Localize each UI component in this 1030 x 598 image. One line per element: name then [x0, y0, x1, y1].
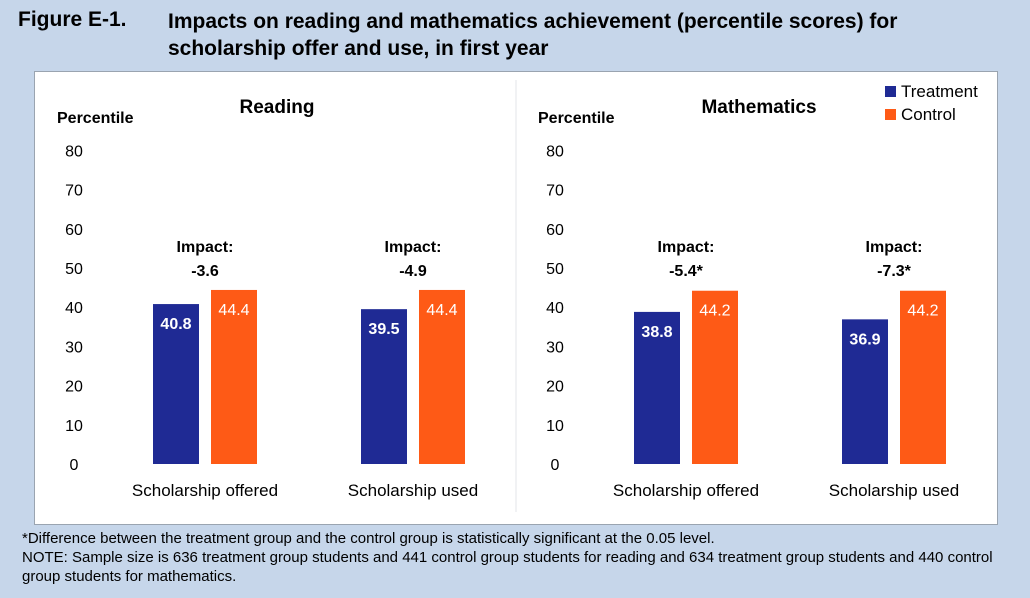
mathematics-y-tick-label: 30 — [546, 339, 564, 356]
mathematics-data-label-treatment: 38.8 — [641, 324, 672, 341]
reading-data-label-treatment: 39.5 — [368, 321, 399, 338]
mathematics-y-tick-label: 0 — [551, 457, 560, 474]
chart-canvas: Reading Percentile 0 10 20 30 40 50 60 70 80 40.8 44… — [57, 80, 959, 512]
mathematics-y-axis-label: Percentile — [538, 110, 615, 127]
mathematics-y-tick-label: 40 — [546, 300, 564, 317]
figure-notes: *Difference between the treatment group … — [22, 529, 1012, 586]
reading-y-tick-label: 50 — [65, 261, 83, 278]
mathematics-impact-label: Impact: — [866, 239, 923, 256]
figure-title: Impacts on reading and mathematics achie… — [168, 10, 898, 60]
reading-y-tick-label: 30 — [65, 339, 83, 356]
reading-impact-label: Impact: — [385, 239, 442, 256]
reading-bar-control — [419, 289, 465, 464]
mathematics-y-tick-label: 50 — [546, 261, 564, 278]
reading-y-tick-label: 60 — [65, 222, 83, 239]
reading-y-tick-label: 40 — [65, 300, 83, 317]
reading-data-label-control: 44.4 — [218, 302, 249, 319]
reading-y-tick-label: 80 — [65, 143, 83, 160]
mathematics-y-tick-label: 10 — [546, 418, 564, 435]
legend-item-control: Control — [885, 103, 978, 126]
mathematics-data-label-control: 44.2 — [699, 303, 730, 320]
mathematics-data-label-control: 44.2 — [907, 303, 938, 320]
figure-number: Figure E-1. — [18, 8, 127, 31]
mathematics-y-tick-label: 70 — [546, 183, 564, 200]
mathematics-data-label-treatment: 36.9 — [849, 331, 880, 348]
mathematics-y-tick-label: 20 — [546, 379, 564, 396]
reading-impact-value: -3.6 — [191, 263, 219, 280]
reading-y-tick-label: 10 — [65, 418, 83, 435]
chart-legend: Treatment Control — [885, 80, 978, 126]
reading-category-label: Scholarship used — [348, 481, 478, 500]
legend-item-treatment: Treatment — [885, 80, 978, 103]
mathematics-bar-treatment — [634, 311, 680, 464]
mathematics-bar-control — [692, 290, 738, 464]
mathematics-category-label: Scholarship used — [829, 481, 959, 500]
reading-data-label-control: 44.4 — [426, 302, 457, 319]
mathematics-y-tick-label: 80 — [546, 143, 564, 160]
reading-bar-treatment — [153, 304, 199, 464]
mathematics-bar-treatment — [842, 319, 888, 464]
reading-y-tick-label: 20 — [65, 379, 83, 396]
legend-label-control: Control — [901, 104, 956, 124]
mathematics-impact-label: Impact: — [658, 239, 715, 256]
reading-bar-control — [211, 289, 257, 464]
legend-swatch-treatment — [885, 86, 896, 97]
mathematics-bar-control — [900, 290, 946, 464]
reading-impact-value: -4.9 — [399, 263, 427, 280]
reading-chart-title: Reading — [240, 97, 315, 118]
sample-size-note: NOTE: Sample size is 636 treatment group… — [22, 549, 993, 585]
reading-category-label: Scholarship offered — [132, 481, 278, 500]
reading-y-tick-label: 70 — [65, 183, 83, 200]
legend-swatch-control — [885, 109, 896, 120]
chart-panel: Reading Percentile 0 10 20 30 40 50 60 70 80 40.8 44… — [34, 71, 998, 525]
reading-y-axis-label: Percentile — [57, 110, 134, 127]
mathematics-y-tick-label: 60 — [546, 222, 564, 239]
mathematics-category-label: Scholarship offered — [613, 481, 759, 500]
reading-impact-label: Impact: — [177, 239, 234, 256]
reading-bar-treatment — [361, 309, 407, 464]
reading-data-label-treatment: 40.8 — [160, 316, 191, 333]
mathematics-chart-title: Mathematics — [701, 97, 816, 118]
reading-y-tick-label: 0 — [70, 457, 79, 474]
legend-label-treatment: Treatment — [901, 81, 978, 101]
mathematics-impact-value: -7.3* — [877, 263, 912, 280]
significance-note: *Difference between the treatment group … — [22, 530, 715, 547]
mathematics-impact-value: -5.4* — [669, 263, 704, 280]
